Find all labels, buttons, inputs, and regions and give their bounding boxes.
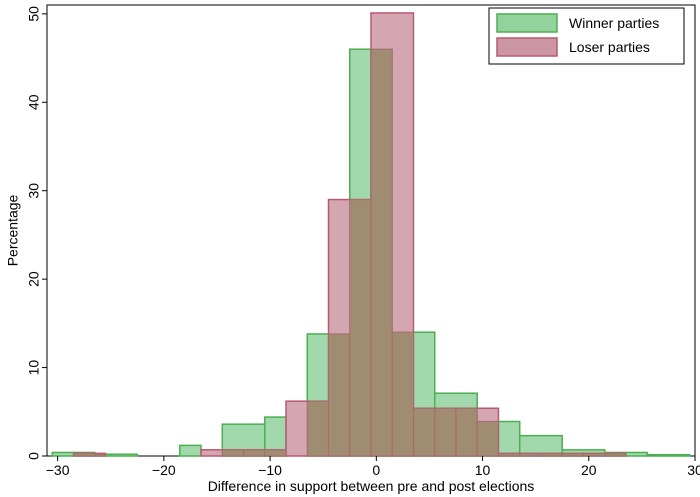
overlap-4 [264,449,287,457]
legend: Winner parties Loser parties [488,7,685,65]
y-tick-label-4: 40 [26,94,42,110]
x-tick-label-3: 0 [372,462,380,478]
x-tick-label-2: −10 [258,462,282,478]
bar-winner-14 [646,453,691,457]
x-tick-label-6: 30 [687,462,700,478]
x-tick-label-5: 20 [581,462,597,478]
y-tick-label-3: 30 [26,183,42,199]
overlap-8 [370,48,393,457]
overlap-9 [391,331,414,457]
legend-label-1: Loser parties [569,39,650,55]
overlap-13 [476,421,499,457]
overlap-7 [349,199,372,457]
overlap-16 [540,452,563,457]
overlap-12 [455,407,478,457]
x-axis-title: Difference in support between pre and po… [208,478,535,494]
overlap-6 [328,333,351,457]
overlap-19 [604,452,627,457]
y-tick-label-1: 10 [26,360,42,376]
y-axis-title: Percentage [5,194,21,266]
overlap-11 [434,407,457,457]
overlap-14 [497,452,521,457]
overlap-17 [561,452,584,457]
overlap-5 [306,400,330,457]
x-tick-label-1: −20 [152,462,176,478]
axes-group: 0 10 20 30 40 50 −30 −20 −10 0 10 20 30 [26,6,700,478]
overlap-18 [582,452,606,457]
overlap-3 [243,449,266,457]
legend-label-0: Winner parties [569,15,659,31]
overlap-2 [221,449,245,457]
overlap-15 [519,452,542,457]
y-tick-label-0: 0 [26,452,42,460]
overlap-10 [412,407,436,457]
x-tick-label-4: 10 [475,462,491,478]
bars-group [51,12,691,457]
y-tick-label-2: 20 [26,271,42,287]
overlap-0 [73,452,96,457]
legend-swatch-1 [496,37,558,57]
x-tick-label-0: −30 [46,462,70,478]
bar-winner-2 [179,444,202,457]
legend-swatch-0 [496,13,558,33]
overlap-1 [94,453,106,457]
y-tick-label-5: 50 [26,6,42,22]
